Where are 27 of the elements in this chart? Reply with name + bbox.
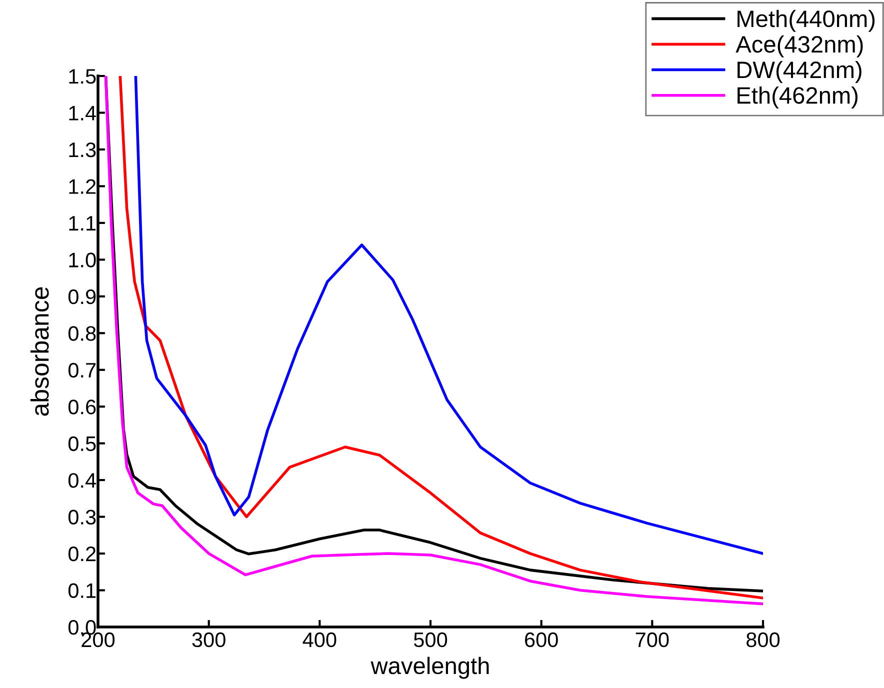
- y-tick-label: 1.0: [69, 252, 96, 268]
- x-tick-label: 800: [746, 632, 780, 648]
- x-tick-label: 300: [192, 632, 226, 648]
- x-axis-title: wavelength: [370, 656, 489, 679]
- y-tick-label: 1.5: [69, 69, 96, 84]
- y-tick-label: 0.8: [68, 326, 96, 341]
- x-tick-label: 400: [302, 632, 336, 648]
- y-tick-label: 0.7: [68, 362, 96, 378]
- x-tick-label: 700: [636, 632, 669, 648]
- y-tick-label: 0.5: [68, 436, 96, 452]
- y-tick-label: 1.4: [69, 106, 96, 120]
- x-tick-label: 500: [414, 632, 448, 648]
- y-tick-label: 0.4: [68, 473, 96, 488]
- legend-label: Ace(432nm): [736, 35, 863, 58]
- y-tick-label: 0.1: [68, 583, 96, 598]
- x-tick-label: 600: [525, 632, 558, 648]
- legend-label: DW(442nm): [738, 60, 862, 83]
- y-tick-label: 1.2: [69, 179, 96, 194]
- y-tick-label: 0.6: [68, 400, 96, 414]
- legend-label: Eth(462nm): [738, 86, 858, 108]
- y-tick-label: 1.1: [69, 216, 96, 230]
- y-tick-label: 0.2: [68, 546, 96, 562]
- y-axis-title: absorbance: [30, 287, 49, 416]
- legend-label: Meth(440nm): [738, 10, 875, 32]
- y-tick-label: 0.9: [68, 289, 96, 304]
- y-tick-label: 0.3: [68, 510, 96, 525]
- y-tick-label: 1.3: [69, 142, 96, 158]
